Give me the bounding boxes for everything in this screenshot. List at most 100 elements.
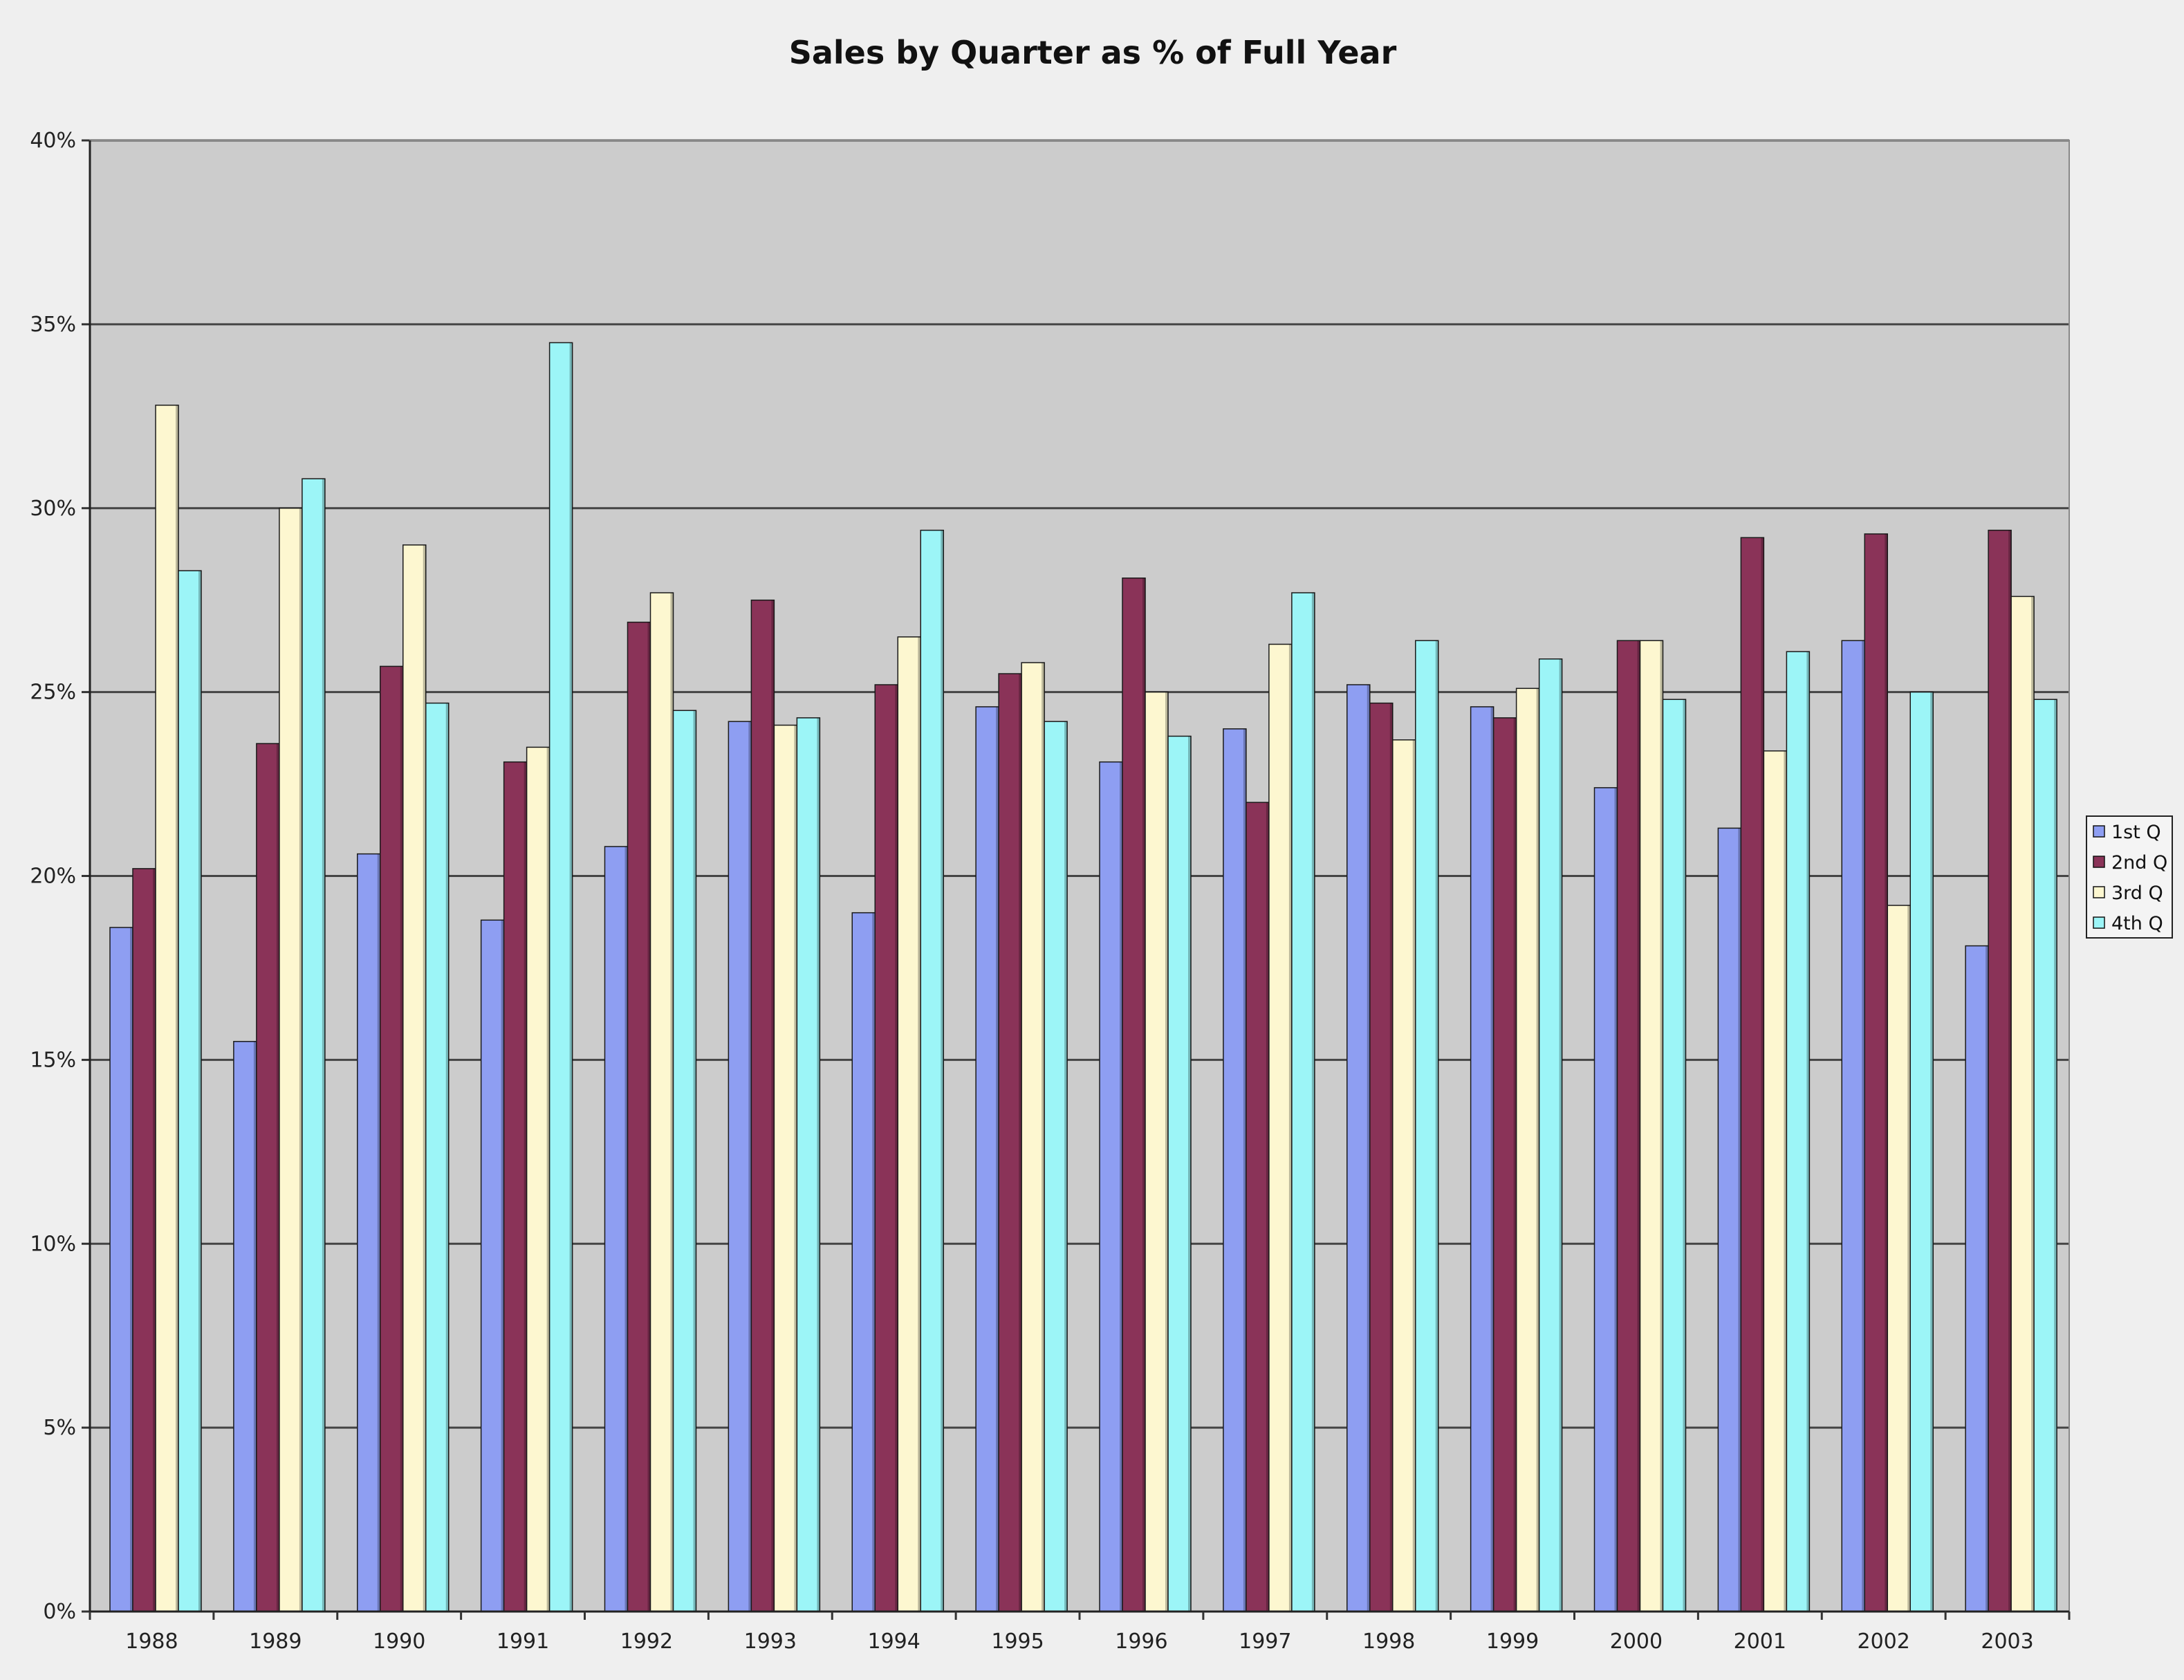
bar-shade <box>130 927 133 1612</box>
bar <box>2033 699 2057 1612</box>
bar-1996-3rdq <box>1145 691 1169 1612</box>
bar <box>750 599 775 1612</box>
bar-1991-1stq <box>480 919 505 1612</box>
bar-1992-2ndq <box>627 621 651 1612</box>
bar-shade <box>1862 640 1865 1612</box>
bar-1990-2ndq <box>380 665 404 1612</box>
bar <box>503 761 528 1612</box>
bar <box>1223 728 1247 1612</box>
bar-1995-4thq <box>1044 721 1068 1612</box>
y-tick-label: 5% <box>43 1416 76 1440</box>
bar <box>178 570 202 1612</box>
bar-1998-4thq <box>1415 640 1439 1612</box>
bar-shade <box>1683 699 1686 1612</box>
bar-shade <box>1806 652 1810 1612</box>
bar <box>1099 761 1123 1612</box>
bar-2000-4thq <box>1662 699 1687 1612</box>
bar-shade <box>1412 739 1416 1612</box>
bar-2003-4thq <box>2033 699 2057 1612</box>
bar <box>649 592 674 1612</box>
bar-1989-3rdq <box>279 508 303 1612</box>
legend-swatch <box>2093 856 2105 868</box>
bar-1994-1stq <box>851 912 876 1612</box>
x-tick-label: 1997 <box>1239 1630 1291 1654</box>
y-tick-label: 20% <box>30 865 76 889</box>
bar <box>1492 717 1517 1612</box>
bar <box>425 702 450 1612</box>
bar <box>998 673 1022 1612</box>
bar-shade <box>918 636 921 1612</box>
bar <box>1470 706 1494 1612</box>
legend-item-4thq: 4th Q <box>2093 913 2163 934</box>
bars <box>109 342 2057 1612</box>
bar-shade <box>1367 684 1370 1612</box>
bar <box>1044 721 1068 1612</box>
bar-shade <box>1637 640 1640 1612</box>
x-tick-label: 1993 <box>744 1630 797 1654</box>
bar-shade <box>2008 530 2012 1612</box>
bar-shade <box>176 405 178 1612</box>
legend-swatch <box>2093 886 2105 898</box>
y-tick-label: 25% <box>30 681 76 705</box>
bar <box>233 1041 257 1612</box>
y-tick-label: 0% <box>43 1600 76 1624</box>
bar <box>1415 640 1439 1612</box>
bar <box>1740 537 1765 1612</box>
bar <box>1145 691 1169 1612</box>
bar <box>796 717 821 1612</box>
bar <box>728 721 752 1612</box>
bar <box>1887 905 1911 1612</box>
bar-1992-3rdq <box>649 592 674 1612</box>
bar-shade <box>2031 596 2035 1612</box>
bar <box>1909 691 1934 1612</box>
bar <box>1538 658 1563 1612</box>
bar <box>1167 735 1192 1612</box>
chart-title: Sales by Quarter as % of Full Year <box>789 34 1397 71</box>
bar-1995-2ndq <box>998 673 1022 1612</box>
legend-item-3rdq: 3rd Q <box>2093 883 2163 904</box>
bar-2003-1stq <box>1965 945 1989 1612</box>
bar-2001-1stq <box>1717 827 1742 1612</box>
bar-1991-3rdq <box>526 746 550 1612</box>
x-tick-label: 1994 <box>868 1630 920 1654</box>
x-tick-label: 1998 <box>1362 1630 1415 1654</box>
x-tick-label: 1992 <box>620 1630 673 1654</box>
bar-shade <box>748 721 752 1612</box>
bar-shade <box>1019 674 1022 1612</box>
bar-1999-1stq <box>1470 706 1494 1612</box>
bar-shade <box>1907 905 1911 1612</box>
bar-shade <box>647 622 651 1612</box>
bar <box>1717 827 1742 1612</box>
bar-2001-3rdq <box>1763 750 1788 1612</box>
bar-1988-4thq <box>178 570 202 1612</box>
bar <box>1268 643 1293 1612</box>
bar-1998-1stq <box>1347 684 1371 1612</box>
bar-shade <box>1660 640 1663 1612</box>
bar-shade <box>276 744 279 1612</box>
y-tick-label: 30% <box>30 497 76 521</box>
legend-label: 4th Q <box>2111 913 2163 934</box>
legend-item-1stq: 1st Q <box>2093 822 2161 843</box>
bar <box>480 919 505 1612</box>
bar-shade <box>198 571 201 1612</box>
bar-1992-1stq <box>604 846 629 1612</box>
x-tick-label: 1991 <box>497 1630 549 1654</box>
bar-shade <box>253 1041 257 1612</box>
bar <box>109 927 133 1612</box>
legend-label: 1st Q <box>2111 822 2161 843</box>
bar <box>975 706 999 1612</box>
bar-shade <box>1536 688 1539 1612</box>
bar-shade <box>1311 593 1315 1612</box>
bar-1992-4thq <box>672 710 697 1612</box>
x-tick-label: 2003 <box>1981 1630 2033 1654</box>
bar-1994-4thq <box>920 529 944 1612</box>
bar-shade <box>1559 658 1562 1612</box>
bar-1989-2ndq <box>256 743 280 1612</box>
bar-1990-4thq <box>425 702 450 1612</box>
bar <box>1841 640 1865 1612</box>
bar <box>851 912 876 1612</box>
bar <box>1965 945 1989 1612</box>
bar-shade <box>1188 736 1191 1612</box>
bar-shade <box>1389 703 1393 1612</box>
